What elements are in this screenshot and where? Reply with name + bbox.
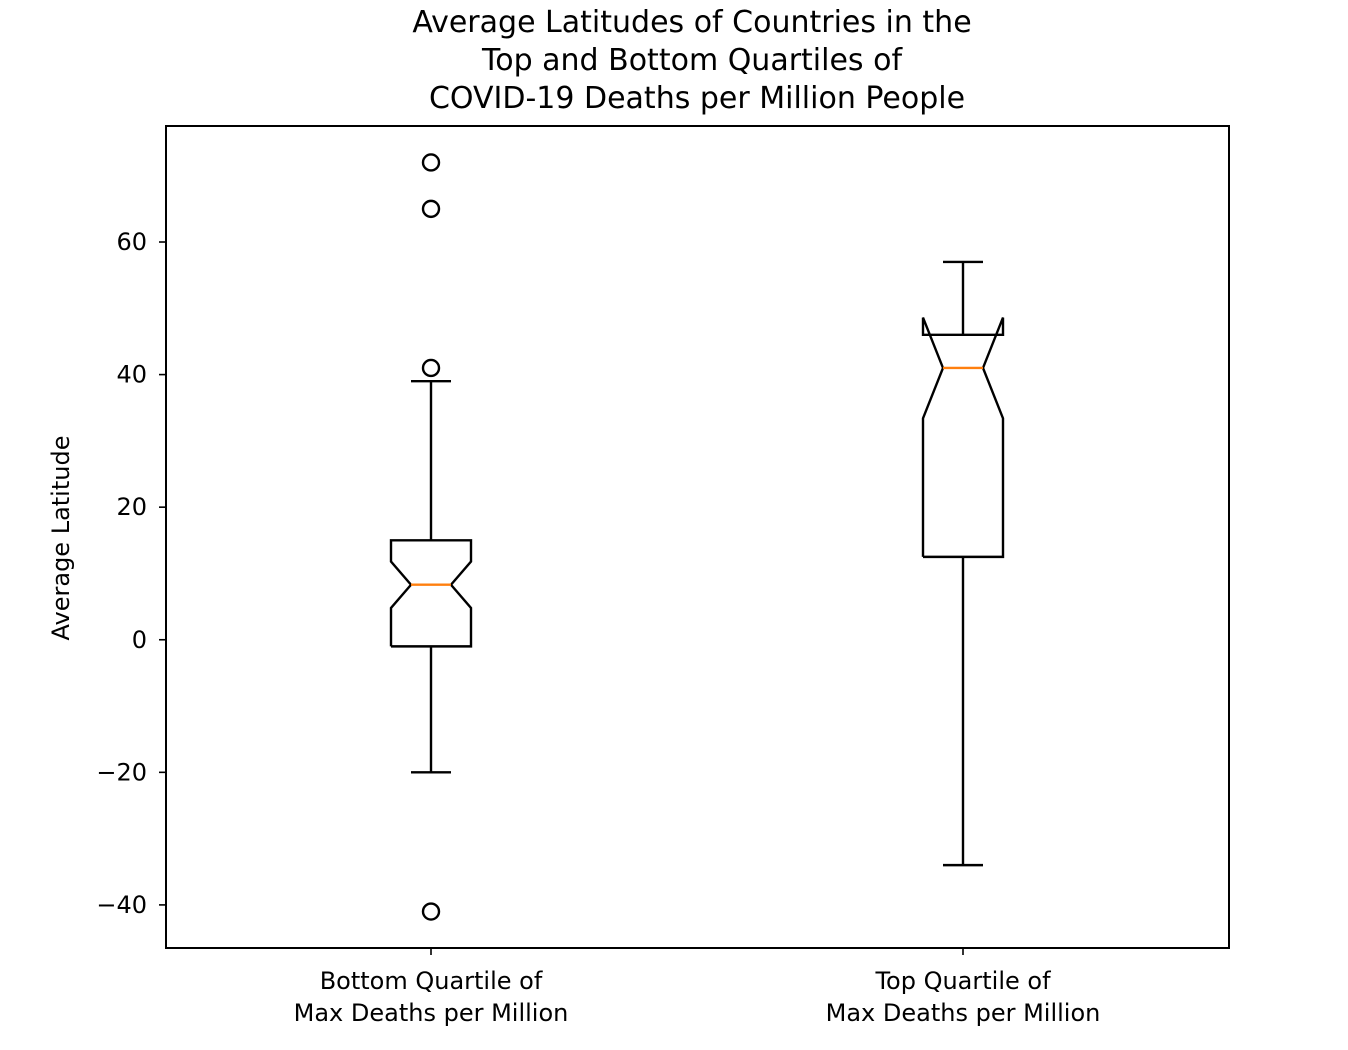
y-tick-label: 0 <box>132 626 147 654</box>
chart-title-line-3: COVID-19 Deaths per Million People <box>429 81 965 116</box>
outlier-point <box>421 199 441 219</box>
chart-title-line-1: Average Latitudes of Countries in the <box>412 5 971 40</box>
chart-title: Average Latitudes of Countries in the To… <box>412 5 971 116</box>
outlier-point <box>421 902 441 921</box>
y-tick-label: 60 <box>116 228 147 256</box>
chart-marks: −40 −20 0 20 40 60 Bottom Quartile of Max Death… <box>96 153 1101 1027</box>
chart-title-line-2: Top and Bottom Quartiles of <box>481 43 903 78</box>
plot-frame <box>165 125 1230 949</box>
x-tick-label: Top Quartile of <box>874 967 1051 995</box>
x-tick-label: Max Deaths per Million <box>826 999 1101 1027</box>
outlier-point <box>421 358 441 378</box>
outlier-point <box>421 153 441 172</box>
y-tick-label: 20 <box>116 493 147 521</box>
x-tick-label: Max Deaths per Million <box>294 999 569 1027</box>
x-tick-label: Bottom Quartile of <box>320 967 543 995</box>
box-body <box>389 539 473 648</box>
y-tick-label: −20 <box>96 758 147 786</box>
y-axis-label: Average Latitude <box>47 436 75 641</box>
y-tick-label: 40 <box>116 361 147 389</box>
box-body <box>921 317 1005 559</box>
y-tick-label: −40 <box>96 891 147 919</box>
